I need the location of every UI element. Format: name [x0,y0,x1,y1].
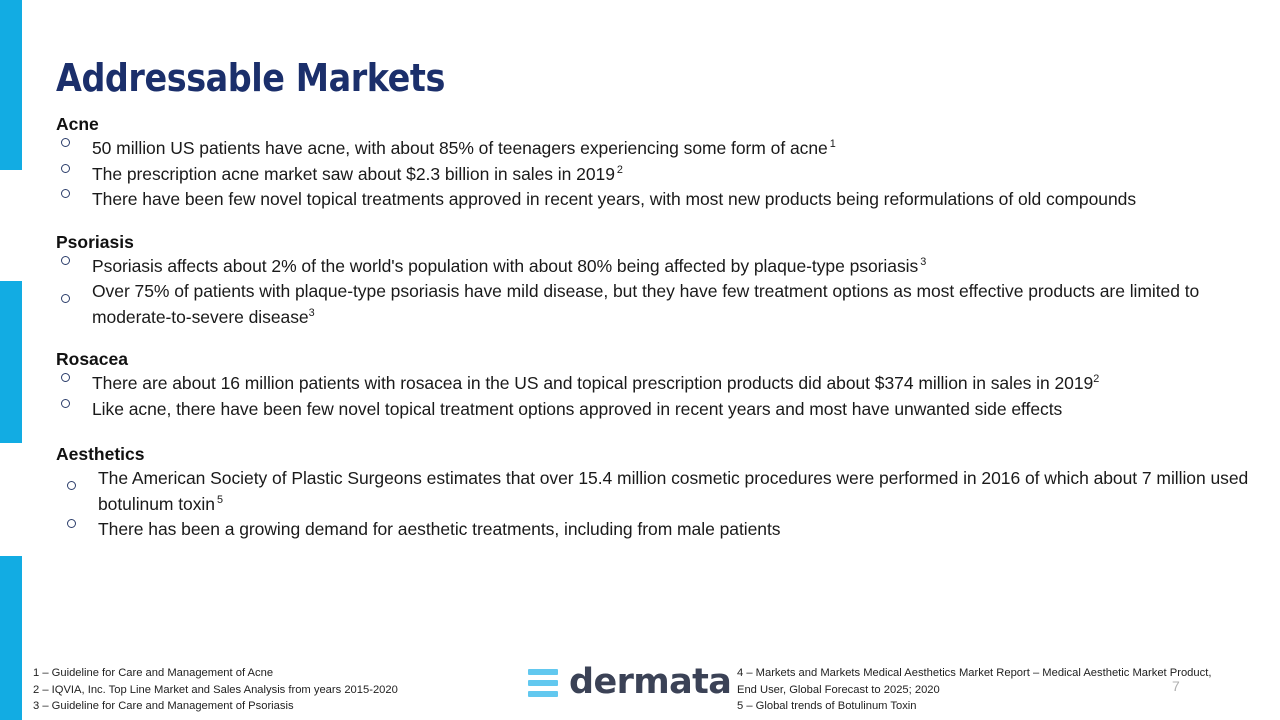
footnote-line: 4 – Markets and Markets Medical Aestheti… [737,667,1212,679]
section-heading-psoriasis: Psoriasis [56,231,134,252]
list-item-text: There has been a growing demand for aest… [98,519,781,539]
list-item: There have been few novel topical treatm… [56,187,1271,213]
footnote-ref: 3 [920,255,927,268]
left-accent-bar-2 [0,281,22,443]
section-gap [56,213,1271,230]
footnote-ref: 3 [308,306,315,319]
list-item-text: 50 million US patients have acne, with a… [92,138,836,158]
list-item-text: There have been few novel topical treatm… [92,189,1137,209]
footnote-line: 3 – Guideline for Care and Management of… [33,700,294,712]
list-item-text: The prescription acne market saw about $… [92,163,623,184]
list-item-text: Like acne, there have been few novel top… [92,398,1063,419]
list-item: Psoriasis affects about 2% of the world'… [56,254,1271,280]
logo-bars-icon [528,667,558,697]
bullet-circle-icon [67,519,76,529]
footnotes-left: 1 – Guideline for Care and Management of… [33,665,398,715]
list-item: Over 75% of patients with plaque-type ps… [56,279,1271,330]
left-accent-bar-1 [0,0,22,170]
footnote-ref: 2 [1093,373,1100,386]
footnote-line: 5 – Global trends of Botulinum Toxin [737,700,917,712]
bullet-circle-icon [61,138,70,148]
footnote-ref: 2 [616,163,623,176]
bullet-circle-icon [61,373,70,383]
section-rosacea: Rosacea There are about 16 million patie… [56,347,1271,422]
bullet-circle-icon [61,189,70,199]
list-item-text: Over 75% of patients with plaque-type ps… [92,281,1200,327]
section-psoriasis: Psoriasis Psoriasis affects about 2% of … [56,230,1271,331]
logo-wordmark: dermata [569,662,732,702]
list-item: The American Society of Plastic Surgeons… [56,466,1271,517]
section-aesthetics: Aesthetics The American Society of Plast… [56,442,1271,543]
footnote-line: 2 – IQVIA, Inc. Top Line Market and Sale… [33,683,398,696]
bullet-circle-icon [61,163,70,173]
list-item: Like acne, there have been few novel top… [56,397,1271,423]
page-title: Addressable Markets [56,56,445,100]
bullet-circle-icon [61,398,70,408]
page-number: 7 [1172,678,1180,694]
bullet-circle-icon [61,255,70,265]
bullet-list-rosacea: There are about 16 million patients with… [56,371,1271,422]
bullet-list-acne: 50 million US patients have acne, with a… [56,136,1271,213]
bullet-circle-icon [67,481,76,490]
section-gap [56,422,1271,442]
list-item-text: The American Society of Plastic Surgeons… [98,468,1249,514]
section-acne: Acne 50 million US patients have acne, w… [56,112,1271,213]
bullet-list-aesthetics: The American Society of Plastic Surgeons… [56,466,1271,543]
footnote-line: 1 – Guideline for Care and Management of… [33,667,274,679]
footnote-ref: 1 [829,138,836,151]
section-heading-aesthetics: Aesthetics [56,444,145,464]
footnote-ref: 5 [216,493,223,506]
section-gap [56,330,1271,347]
footnote-line: End User, Global Forecast to 2025; 2020 [737,683,940,696]
list-item: 50 million US patients have acne, with a… [56,136,1271,162]
list-item: The prescription acne market saw about $… [56,162,1271,188]
list-item-text: There are about 16 million patients with… [92,373,1100,393]
dermata-logo: dermata [528,662,732,702]
bullet-circle-icon [61,294,70,303]
bullet-list-psoriasis: Psoriasis affects about 2% of the world'… [56,254,1271,331]
footnotes-right: 4 – Markets and Markets Medical Aestheti… [737,665,1211,715]
section-heading-acne: Acne [56,114,99,134]
list-item: There are about 16 million patients with… [56,371,1271,397]
list-item: There has been a growing demand for aest… [56,517,1271,543]
slide-content: Acne 50 million US patients have acne, w… [56,112,1271,543]
list-item-text: Psoriasis affects about 2% of the world'… [92,255,927,276]
section-heading-rosacea: Rosacea [56,349,128,369]
left-accent-bar-3 [0,556,22,720]
